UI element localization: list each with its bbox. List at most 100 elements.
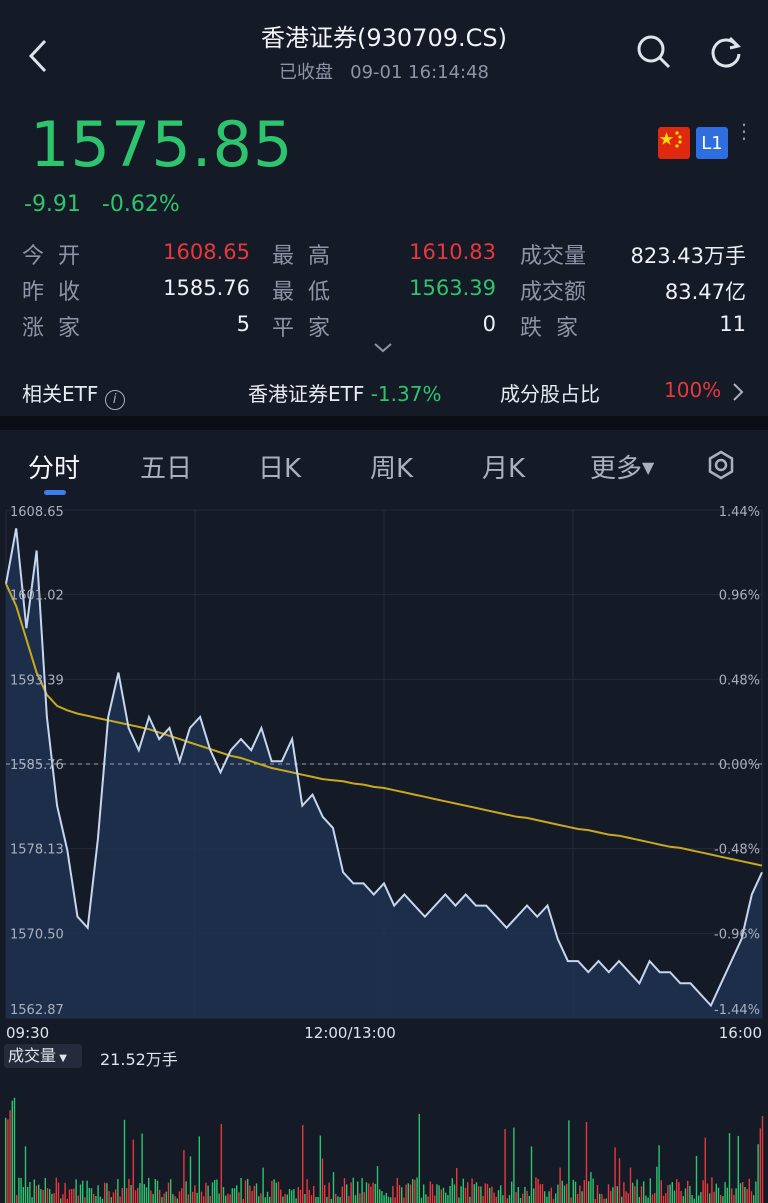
volume-bar: [706, 1183, 709, 1203]
volume-bar: [106, 1183, 108, 1203]
volume-bar: [746, 1189, 748, 1203]
volume-bar: [277, 1181, 280, 1203]
volume-bar: [354, 1195, 357, 1203]
info-icon[interactable]: i: [104, 390, 125, 410]
volume-bar: [460, 1186, 462, 1203]
tab-weekly-k[interactable]: 周K: [370, 454, 414, 484]
tab-daily-k[interactable]: 日K: [258, 454, 302, 484]
volume-bar: [341, 1186, 343, 1203]
expand-chevron-icon[interactable]: [372, 340, 394, 359]
volume-bar: [480, 1186, 482, 1203]
volume-bar: [368, 1183, 370, 1203]
y-tick-right: -1.44%: [714, 1003, 760, 1018]
volume-bar: [486, 1183, 489, 1203]
volume-bar: [629, 1167, 632, 1203]
volume-bar: [214, 1180, 216, 1203]
volume-bar: [273, 1179, 275, 1203]
volume-bar: [310, 1195, 313, 1203]
amount-label: 成交额: [520, 280, 587, 305]
volume-bar: [141, 1133, 143, 1203]
volume-bar: [365, 1182, 368, 1203]
etf-link[interactable]: 香港证券ETF -1.37%: [248, 378, 441, 407]
tab-five-day[interactable]: 五日: [140, 454, 193, 484]
settings-button[interactable]: [706, 450, 736, 484]
volume-bar: [282, 1196, 284, 1203]
volume-bar: [557, 1184, 559, 1203]
volume-bar: [748, 1178, 750, 1203]
volume-bar: [181, 1188, 183, 1203]
china-flag-icon[interactable]: [658, 127, 690, 159]
volume-bar: [227, 1193, 229, 1203]
change-percent: -0.62%: [101, 192, 180, 217]
volume-bar: [561, 1180, 563, 1203]
volume-bar: [605, 1198, 607, 1203]
change-value: -9.91: [24, 192, 81, 217]
amount-value: 83.47亿: [664, 280, 746, 304]
y-tick-right: 0.00%: [719, 758, 760, 773]
volume-bar: [51, 1193, 53, 1203]
volume-bar: [515, 1192, 517, 1203]
market-status: 已收盘 09-01 16:14:48: [0, 58, 768, 84]
volume-bar: [691, 1195, 693, 1203]
price-line: [5, 528, 763, 1008]
volume-bar: [449, 1186, 451, 1203]
volume-bar: [423, 1184, 425, 1203]
volume-bar: [548, 1191, 550, 1203]
volume-bar: [405, 1184, 407, 1203]
price-change: -9.91 -0.62%: [24, 192, 180, 217]
refresh-icon: [711, 36, 741, 68]
volume-bar: [414, 1179, 416, 1203]
more-vertical-icon[interactable]: ⋮: [734, 119, 754, 143]
volume-bar: [302, 1125, 304, 1203]
volume-bar: [469, 1196, 471, 1203]
volume-bar: [759, 1128, 761, 1203]
volume-bar: [603, 1198, 605, 1203]
volume-bar: [266, 1191, 269, 1203]
volume-bar: [671, 1182, 673, 1203]
y-tick-left: 1562.87: [10, 1003, 64, 1018]
chevron-right-icon[interactable]: [732, 382, 744, 406]
tab-more[interactable]: 更多▼: [590, 448, 654, 485]
volume-bar: [398, 1185, 401, 1203]
volume-bar: [11, 1100, 13, 1203]
volume-bar: [599, 1193, 601, 1203]
volume-bar: [502, 1195, 504, 1203]
volume-bar: [489, 1187, 491, 1203]
level-badge[interactable]: L1: [696, 127, 728, 159]
volume-bar: [284, 1194, 286, 1203]
prev-close-label: 昨收: [22, 280, 95, 305]
volume-bar: [332, 1172, 335, 1203]
volume-bar: [363, 1192, 365, 1203]
tab-intraday[interactable]: 分时: [28, 454, 81, 484]
back-button[interactable]: [18, 36, 58, 76]
volume-bar: [698, 1195, 700, 1203]
volume-bar: [737, 1135, 739, 1203]
volume-bar: [715, 1183, 717, 1203]
tab-monthly-k[interactable]: 月K: [482, 454, 526, 484]
volume-bar: [739, 1183, 742, 1203]
down-count-value: 11: [719, 312, 746, 336]
intraday-chart[interactable]: 1608.65 1601.02 1593.39 1585.76 1578.13 1570.…: [0, 500, 768, 1060]
volume-bar: [550, 1187, 552, 1203]
volume-bar: [585, 1122, 588, 1203]
volume-selector[interactable]: 成交量 ▼: [4, 1044, 82, 1068]
volume-bar: [167, 1182, 170, 1203]
tab-more-label: 更多: [590, 454, 643, 484]
volume-bar: [357, 1181, 359, 1203]
related-etf[interactable]: 相关ETF i: [22, 378, 125, 410]
volume-bar: [44, 1178, 46, 1203]
volume-bar: [387, 1196, 390, 1203]
volume-bar: [22, 1186, 24, 1203]
y-tick-right: 1.44%: [719, 505, 760, 520]
volume-bar: [163, 1193, 165, 1203]
search-button[interactable]: [634, 32, 674, 72]
volume-bar: [82, 1180, 84, 1203]
refresh-button[interactable]: [706, 32, 746, 72]
volume-bar: [526, 1190, 528, 1203]
volume-bar: [581, 1191, 583, 1203]
volume-bar: [55, 1177, 57, 1203]
volume-bar: [95, 1196, 97, 1203]
volume-bar: [440, 1189, 442, 1203]
component-ratio[interactable]: 成分股占比: [500, 378, 600, 407]
volume-bar: [115, 1189, 117, 1203]
